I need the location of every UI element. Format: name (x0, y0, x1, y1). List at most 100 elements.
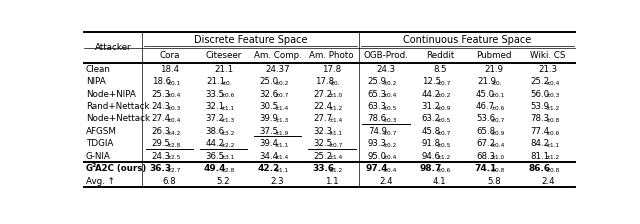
Text: 24.3: 24.3 (376, 65, 396, 74)
Text: Discrete Feature Space: Discrete Feature Space (194, 35, 307, 45)
Text: ±1.2: ±1.2 (328, 168, 343, 173)
Text: 4.1: 4.1 (433, 177, 447, 185)
Text: 63.2: 63.2 (422, 114, 441, 123)
Text: Clean: Clean (86, 65, 111, 74)
Text: 95.0: 95.0 (368, 152, 387, 161)
Text: Citeseer: Citeseer (205, 51, 242, 60)
Text: G: G (86, 164, 93, 173)
Text: ±1.1: ±1.1 (275, 143, 289, 148)
Text: OGB-Prod.: OGB-Prod. (364, 51, 408, 60)
Text: ±1.2: ±1.2 (436, 155, 451, 160)
Text: Am. Comp.: Am. Comp. (254, 51, 301, 60)
Text: AFGSM: AFGSM (86, 127, 117, 136)
Text: 38.6: 38.6 (205, 127, 225, 136)
Text: 2.4: 2.4 (541, 177, 555, 185)
Text: 5.2: 5.2 (217, 177, 230, 185)
Text: 2.3: 2.3 (271, 177, 284, 185)
Text: ±0.4: ±0.4 (166, 118, 180, 123)
Text: ±1.0: ±1.0 (491, 155, 505, 160)
Text: 27.4: 27.4 (152, 114, 171, 123)
Text: 31.2: 31.2 (422, 102, 441, 111)
Text: 21.3: 21.3 (538, 65, 557, 74)
Text: ±0.: ±0. (330, 81, 340, 86)
Text: 53.9: 53.9 (530, 102, 549, 111)
Text: ±0.7: ±0.7 (275, 93, 289, 98)
Text: ±1.1: ±1.1 (545, 143, 559, 148)
Text: ±0.3: ±0.3 (166, 106, 180, 111)
Text: 21.9: 21.9 (484, 65, 504, 74)
Text: 25.9: 25.9 (368, 77, 387, 86)
Text: 86.6: 86.6 (528, 164, 550, 173)
Text: ±2.7: ±2.7 (166, 168, 180, 173)
Text: ±0.5: ±0.5 (436, 143, 451, 148)
Text: 46.7: 46.7 (476, 102, 495, 111)
Text: 18.4: 18.4 (160, 65, 179, 74)
Text: 68.3: 68.3 (476, 152, 495, 161)
Text: ±1.4: ±1.4 (328, 155, 343, 160)
Text: 74.9: 74.9 (368, 127, 387, 136)
Text: ±0.8: ±0.8 (545, 118, 559, 123)
Text: ±0.7: ±0.7 (383, 131, 397, 136)
Text: 91.8: 91.8 (422, 139, 441, 148)
Text: 25.2: 25.2 (314, 152, 333, 161)
Text: 18.6: 18.6 (152, 77, 171, 86)
Text: 34.4: 34.4 (260, 152, 279, 161)
Text: 27.2: 27.2 (314, 90, 333, 99)
Text: ±0.4: ±0.4 (545, 81, 559, 86)
Text: ±0.8: ±0.8 (491, 168, 505, 173)
Text: ±0.6: ±0.6 (436, 168, 451, 173)
Text: 6.8: 6.8 (163, 177, 177, 185)
Text: 36.3: 36.3 (150, 164, 172, 173)
Text: ±0.2: ±0.2 (383, 81, 397, 86)
Text: 12.5: 12.5 (422, 77, 441, 86)
Text: ±0.1: ±0.1 (166, 81, 180, 86)
Text: ±0.7: ±0.7 (436, 131, 451, 136)
Text: 29.5: 29.5 (152, 139, 171, 148)
Text: ±0.6: ±0.6 (491, 106, 505, 111)
Text: ±0.2: ±0.2 (383, 143, 397, 148)
Text: 81.1: 81.1 (530, 152, 549, 161)
Text: 5.8: 5.8 (487, 177, 500, 185)
Text: ±2.5: ±2.5 (166, 155, 180, 160)
Text: 94.6: 94.6 (422, 152, 441, 161)
Text: 97.4: 97.4 (366, 164, 388, 173)
Text: ±1.1: ±1.1 (220, 106, 235, 111)
Text: 33.6: 33.6 (312, 164, 334, 173)
Text: ±1.4: ±1.4 (275, 155, 289, 160)
Text: 27.7: 27.7 (314, 114, 333, 123)
Text: 78.6: 78.6 (368, 114, 387, 123)
Text: TDGIA: TDGIA (86, 139, 113, 148)
Text: 25.3: 25.3 (152, 90, 171, 99)
Text: ±0.6: ±0.6 (220, 93, 235, 98)
Text: ±1.3: ±1.3 (220, 118, 235, 123)
Text: ±0.: ±0. (221, 81, 232, 86)
Text: ±0.4: ±0.4 (383, 93, 397, 98)
Text: 42.2: 42.2 (258, 164, 280, 173)
Text: ±0.3: ±0.3 (545, 93, 559, 98)
Text: 67.2: 67.2 (476, 139, 495, 148)
Text: ±0.8: ±0.8 (545, 168, 559, 173)
Text: 8.5: 8.5 (433, 65, 447, 74)
Text: 17.8: 17.8 (322, 65, 341, 74)
Text: 32.1: 32.1 (205, 102, 225, 111)
Text: ±0.4: ±0.4 (491, 143, 505, 148)
Text: 39.4: 39.4 (260, 139, 278, 148)
Text: 30.5: 30.5 (260, 102, 279, 111)
Text: 77.4: 77.4 (530, 127, 549, 136)
Text: ±0.3: ±0.3 (383, 118, 397, 123)
Text: ±0.1: ±0.1 (491, 93, 505, 98)
Text: ±0.4: ±0.4 (383, 155, 397, 160)
Text: 24.3: 24.3 (152, 152, 171, 161)
Text: 39.9: 39.9 (260, 114, 278, 123)
Text: ±1.1: ±1.1 (275, 168, 289, 173)
Text: 24.37: 24.37 (266, 65, 290, 74)
Text: A2C (ours): A2C (ours) (95, 164, 147, 173)
Text: ±0.5: ±0.5 (383, 106, 397, 111)
Text: Node+Nettack: Node+Nettack (86, 114, 150, 123)
Text: 32.5: 32.5 (314, 139, 333, 148)
Text: ±1.3: ±1.3 (275, 118, 289, 123)
Text: ±1.2: ±1.2 (328, 106, 343, 111)
Text: 49.4: 49.4 (204, 164, 226, 173)
Text: 21.1: 21.1 (214, 65, 233, 74)
Text: 25.0: 25.0 (260, 77, 279, 86)
